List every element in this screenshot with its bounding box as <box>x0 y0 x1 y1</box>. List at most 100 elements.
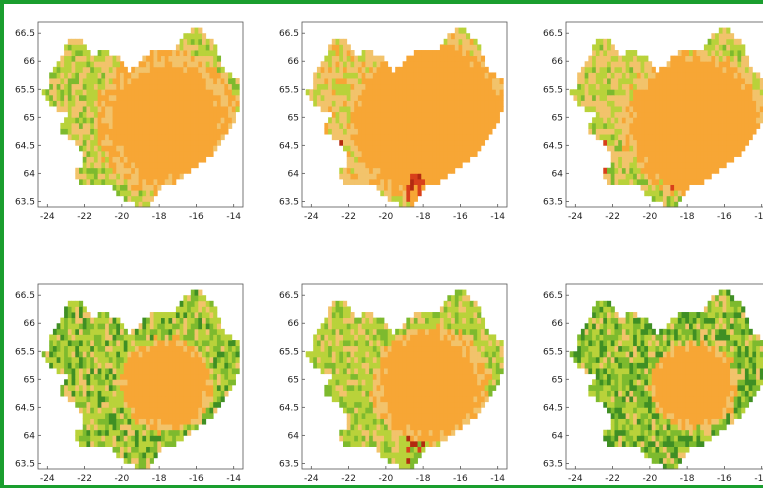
raster-cell <box>83 84 87 90</box>
raster-cell <box>674 190 678 196</box>
raster-cell <box>135 179 139 185</box>
raster-cell <box>414 362 418 368</box>
raster-cell <box>723 84 727 90</box>
raster-cell <box>741 61 745 67</box>
raster-cell <box>473 84 477 90</box>
raster-cell <box>161 67 165 73</box>
raster-cell <box>440 61 444 67</box>
raster-cell <box>350 424 354 430</box>
raster-cell <box>172 441 176 447</box>
raster-cell <box>157 362 161 368</box>
raster-cell <box>611 50 615 56</box>
raster-cell <box>730 123 734 129</box>
raster-cell <box>432 134 436 140</box>
raster-cell <box>127 72 131 78</box>
raster-cell <box>711 123 715 129</box>
raster-cell <box>421 441 425 447</box>
raster-cell <box>670 100 674 106</box>
raster-cell <box>455 157 459 163</box>
raster-cell <box>317 67 321 73</box>
raster-cell <box>183 72 187 78</box>
raster-cell <box>79 362 83 368</box>
raster-cell <box>224 129 228 135</box>
raster-cell <box>83 424 87 430</box>
raster-cell <box>429 89 433 95</box>
raster-cell <box>708 39 712 45</box>
raster-cell <box>131 447 135 453</box>
raster-cell <box>116 452 120 458</box>
raster-cell <box>708 123 712 129</box>
raster-cell <box>685 89 689 95</box>
raster-cell <box>354 430 358 436</box>
raster-cell <box>347 134 351 140</box>
raster-cell <box>734 140 738 146</box>
raster-cell <box>180 78 184 84</box>
raster-cell <box>198 50 202 56</box>
raster-cell <box>447 44 451 50</box>
raster-cell <box>685 78 689 84</box>
raster-cell <box>362 374 366 380</box>
raster-cell <box>187 362 191 368</box>
raster-cell <box>425 419 429 425</box>
raster-cell <box>715 44 719 50</box>
raster-cell <box>86 56 90 62</box>
y-tick-label: 64.5 <box>15 141 35 151</box>
raster-cell <box>436 106 440 112</box>
raster-cell <box>440 424 444 430</box>
raster-cell <box>336 78 340 84</box>
raster-cell <box>369 368 373 374</box>
raster-cell <box>68 374 72 380</box>
raster-cell <box>339 129 343 135</box>
raster-cell <box>324 89 328 95</box>
raster-cell <box>154 168 158 174</box>
raster-cell <box>391 89 395 95</box>
raster-cell <box>596 50 600 56</box>
raster-cell <box>622 145 626 151</box>
raster-cell <box>362 145 366 151</box>
raster-cell <box>369 374 373 380</box>
raster-cell <box>183 312 187 318</box>
raster-cell <box>180 39 184 45</box>
raster-cell <box>485 368 489 374</box>
raster-cell <box>473 67 477 73</box>
raster-cell <box>492 84 496 90</box>
raster-cell <box>209 129 213 135</box>
raster-cell <box>347 72 351 78</box>
raster-cell <box>213 357 217 363</box>
raster-cell <box>459 84 463 90</box>
raster-cell <box>180 95 184 101</box>
raster-cell <box>670 201 674 207</box>
raster-cell <box>86 385 90 391</box>
raster-cell <box>131 374 135 380</box>
raster-cell <box>172 157 176 163</box>
raster-cell <box>168 179 172 185</box>
raster-cell <box>49 334 53 340</box>
raster-cell <box>336 84 340 90</box>
raster-cell <box>473 129 477 135</box>
raster-cell <box>150 145 154 151</box>
raster-cell <box>217 61 221 67</box>
raster-cell <box>410 151 414 157</box>
raster-cell <box>466 134 470 140</box>
raster-cell <box>168 123 172 129</box>
raster-cell <box>161 145 165 151</box>
raster-cell <box>459 413 463 419</box>
raster-cell <box>726 44 730 50</box>
raster-cell <box>168 67 172 73</box>
raster-cell <box>440 56 444 62</box>
raster-cell <box>127 185 131 191</box>
raster-cell <box>98 78 102 84</box>
raster-cell <box>172 117 176 123</box>
raster-cell <box>202 72 206 78</box>
raster-cell <box>406 134 410 140</box>
raster-cell <box>83 385 87 391</box>
raster-cell <box>191 362 195 368</box>
raster-cell <box>135 72 139 78</box>
raster-cell <box>168 323 172 329</box>
raster-cell <box>749 100 753 106</box>
raster-cell <box>57 89 61 95</box>
raster-cell <box>165 157 169 163</box>
raster-cell <box>410 72 414 78</box>
